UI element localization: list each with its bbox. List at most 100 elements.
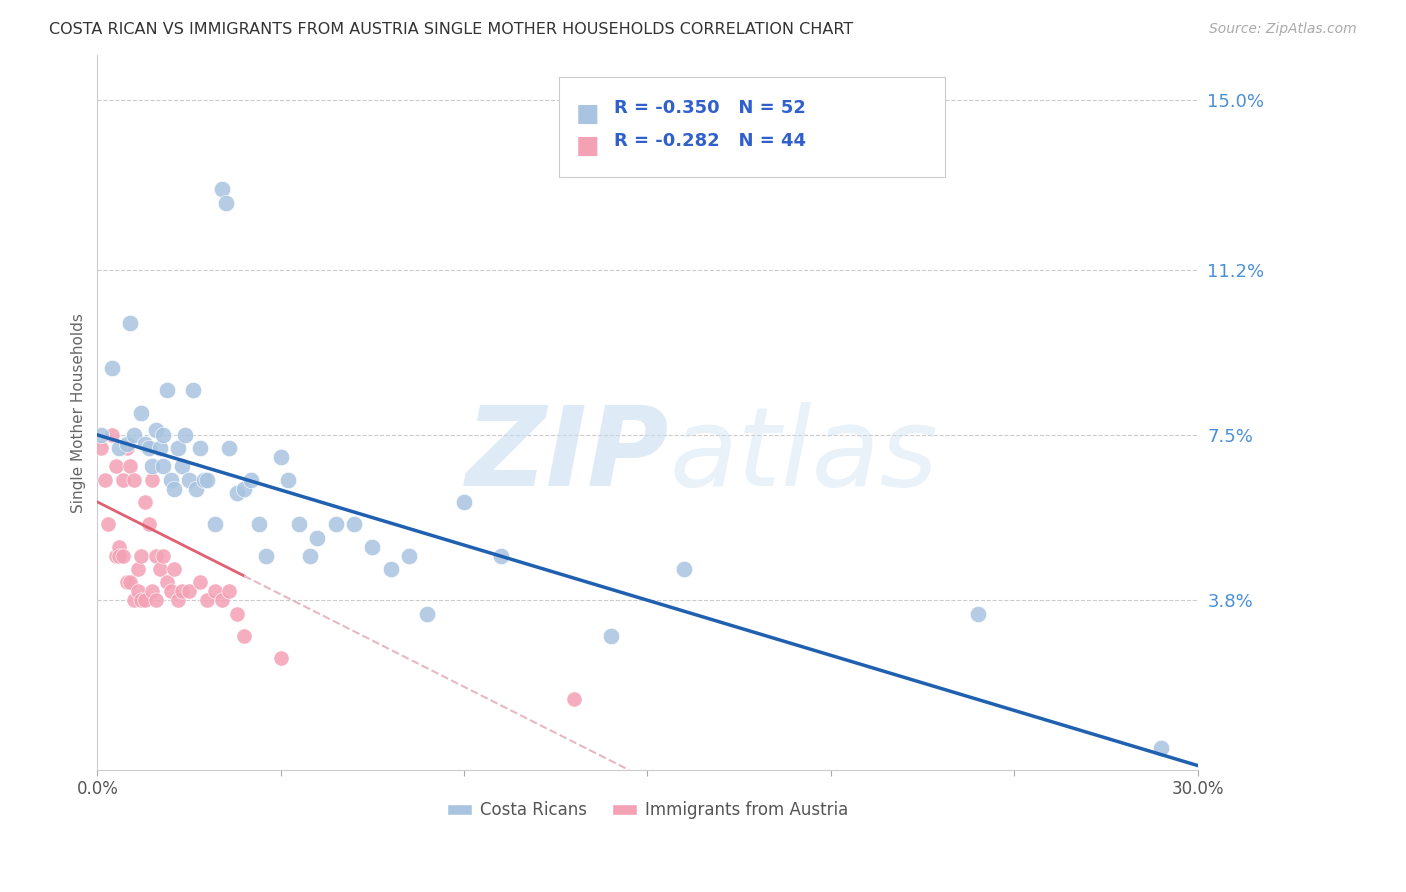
Point <box>120 316 142 330</box>
Point <box>673 562 696 576</box>
Point <box>204 584 226 599</box>
Point <box>233 482 256 496</box>
Point <box>104 459 127 474</box>
Point <box>111 473 134 487</box>
Point <box>120 459 142 474</box>
Point <box>134 437 156 451</box>
Point <box>188 442 211 456</box>
Point <box>361 540 384 554</box>
Point <box>288 517 311 532</box>
Point <box>380 562 402 576</box>
Point <box>167 442 190 456</box>
Point <box>101 360 124 375</box>
Text: ■: ■ <box>576 102 599 126</box>
Point <box>115 437 138 451</box>
Text: ■: ■ <box>576 134 599 158</box>
Point <box>225 486 247 500</box>
Point <box>131 549 153 563</box>
Point <box>138 442 160 456</box>
Text: R = -0.350   N = 52: R = -0.350 N = 52 <box>614 100 807 118</box>
Point <box>177 473 200 487</box>
Point <box>247 517 270 532</box>
Point <box>138 517 160 532</box>
Point <box>599 629 621 643</box>
Point <box>159 584 181 599</box>
Point <box>145 593 167 607</box>
Point <box>108 442 131 456</box>
Point <box>299 549 322 563</box>
Point <box>134 495 156 509</box>
Point <box>141 459 163 474</box>
Point <box>127 562 149 576</box>
Point <box>170 459 193 474</box>
Point <box>167 593 190 607</box>
Point <box>122 473 145 487</box>
Point <box>131 593 153 607</box>
Point <box>453 495 475 509</box>
Point <box>193 473 215 487</box>
Point <box>122 593 145 607</box>
Point <box>489 549 512 563</box>
Point <box>325 517 347 532</box>
Text: COSTA RICAN VS IMMIGRANTS FROM AUSTRIA SINGLE MOTHER HOUSEHOLDS CORRELATION CHAR: COSTA RICAN VS IMMIGRANTS FROM AUSTRIA S… <box>49 22 853 37</box>
Point <box>101 428 124 442</box>
Point <box>277 473 299 487</box>
Point <box>163 562 186 576</box>
Point <box>152 459 174 474</box>
Point <box>163 482 186 496</box>
Point <box>233 629 256 643</box>
Point <box>270 450 292 465</box>
Point <box>240 473 263 487</box>
Point <box>218 584 240 599</box>
Point <box>177 584 200 599</box>
Point <box>115 575 138 590</box>
Point <box>90 442 112 456</box>
Legend: Costa Ricans, Immigrants from Austria: Costa Ricans, Immigrants from Austria <box>440 795 855 826</box>
Point <box>145 549 167 563</box>
Point <box>134 593 156 607</box>
Point <box>156 383 179 397</box>
Point <box>225 607 247 621</box>
Point <box>398 549 420 563</box>
Point <box>188 575 211 590</box>
Point <box>562 691 585 706</box>
Point <box>108 549 131 563</box>
Point <box>966 607 988 621</box>
FancyBboxPatch shape <box>560 77 945 177</box>
Point <box>152 428 174 442</box>
Point <box>149 562 172 576</box>
Point <box>211 593 233 607</box>
Point <box>211 182 233 196</box>
Point <box>195 593 218 607</box>
Point <box>186 482 208 496</box>
Point <box>218 442 240 456</box>
Point <box>131 406 153 420</box>
Point <box>215 195 238 210</box>
Point <box>1150 740 1173 755</box>
Point <box>122 428 145 442</box>
Y-axis label: Single Mother Households: Single Mother Households <box>72 312 86 513</box>
Text: atlas: atlas <box>669 402 938 509</box>
Point <box>181 383 204 397</box>
Point <box>104 549 127 563</box>
Point <box>149 442 172 456</box>
Text: Source: ZipAtlas.com: Source: ZipAtlas.com <box>1209 22 1357 37</box>
Text: ZIP: ZIP <box>465 402 669 509</box>
Point <box>416 607 439 621</box>
Point <box>254 549 277 563</box>
Point <box>270 651 292 665</box>
Point <box>90 428 112 442</box>
Point <box>93 473 115 487</box>
Text: R = -0.282   N = 44: R = -0.282 N = 44 <box>614 132 807 150</box>
Point <box>111 549 134 563</box>
Point <box>204 517 226 532</box>
Point <box>97 517 120 532</box>
Point <box>343 517 366 532</box>
Point <box>108 540 131 554</box>
Point <box>156 575 179 590</box>
Point <box>120 575 142 590</box>
Point <box>141 584 163 599</box>
Point <box>145 424 167 438</box>
Point <box>115 442 138 456</box>
Point <box>195 473 218 487</box>
